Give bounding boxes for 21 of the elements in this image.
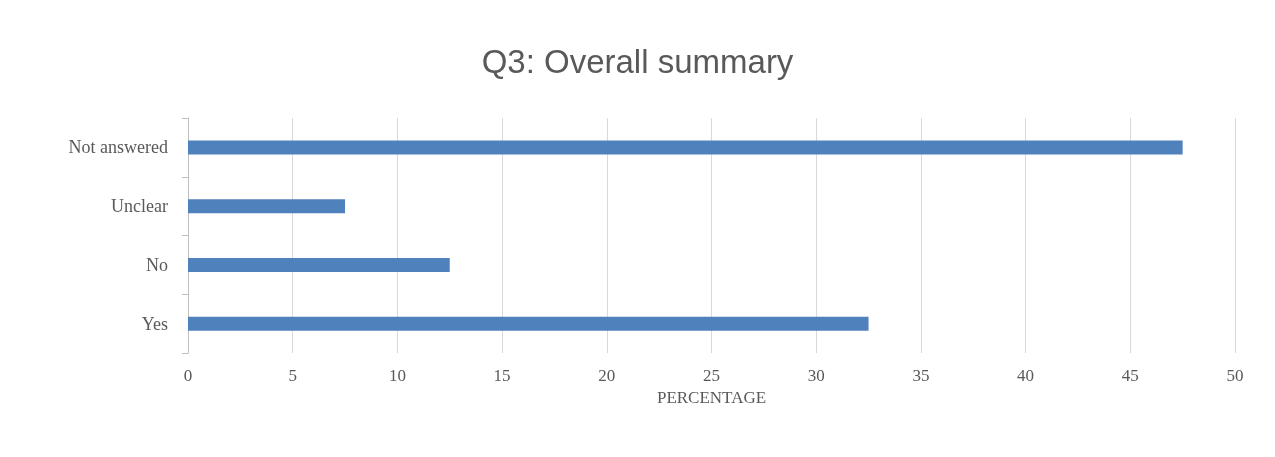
x-axis-title: PERCENTAGE (656, 388, 767, 407)
bar (188, 199, 346, 214)
bar (188, 316, 869, 331)
x-tick-label: 50 (1226, 366, 1244, 385)
x-tick-label: 45 (1121, 366, 1139, 385)
chart-title: Q3: Overall summary (481, 43, 794, 80)
x-tick-label: 25 (703, 366, 720, 385)
x-tick-label: 5 (288, 366, 297, 385)
x-tick-label: 40 (1017, 366, 1035, 385)
y-tick-label: Unclear (111, 196, 168, 217)
x-tick-label: 20 (598, 366, 616, 385)
x-tick-label: 30 (807, 366, 825, 385)
y-tick-label: Not answered (68, 137, 168, 158)
x-tick-label: 10 (388, 366, 406, 385)
y-tick-label: Yes (141, 313, 168, 334)
x-tick-label: 15 (493, 366, 511, 385)
x-tick-label: 35 (912, 366, 930, 385)
y-tick-label: No (146, 254, 168, 275)
x-tick-label: 0 (183, 366, 193, 385)
bar (188, 257, 450, 272)
bar (188, 140, 1183, 155)
